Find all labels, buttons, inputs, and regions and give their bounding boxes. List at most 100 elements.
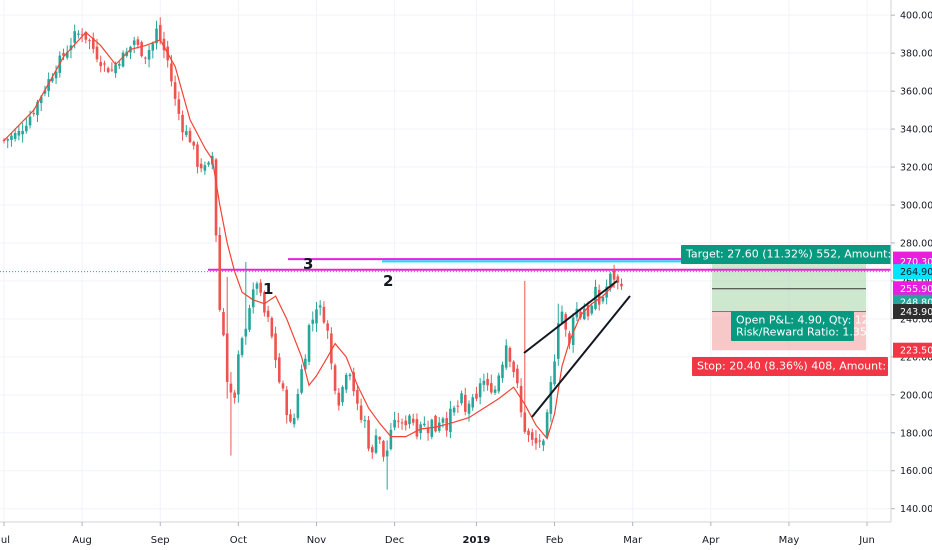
candle-body: [534, 437, 538, 444]
x-tick-label: Dec: [385, 535, 404, 546]
target-box-text: Target: 27.60 (11.32%) 552, Amount: 1331…: [685, 248, 932, 261]
candle-body: [266, 310, 270, 318]
candle-body: [590, 305, 594, 314]
x-tick-label: Oct: [230, 535, 247, 546]
price-label-text: 248.80: [900, 298, 932, 309]
candle-body: [69, 45, 73, 51]
candle-body: [315, 309, 318, 324]
candle-body: [237, 354, 240, 395]
candle-body: [341, 386, 344, 403]
candle-body: [423, 423, 426, 426]
candle-body: [144, 57, 147, 59]
price-label-text: 243.90: [900, 307, 932, 318]
candle-body: [337, 392, 341, 406]
candle-body: [359, 405, 363, 420]
moving-average: [3, 31, 615, 440]
candle-body: [240, 338, 244, 356]
candle-body: [6, 139, 10, 141]
level-label-1: 1: [263, 280, 273, 298]
candle-body: [88, 40, 91, 42]
candle-body: [181, 114, 184, 133]
candle-body: [516, 368, 519, 384]
candle-body: [463, 394, 467, 412]
candle-body: [36, 101, 39, 116]
candle-body: [32, 113, 36, 115]
candle-body: [99, 61, 103, 67]
candle-body: [441, 418, 445, 423]
y-tick-label: 340.00: [900, 125, 932, 136]
price-label-text: 264.90: [900, 267, 932, 278]
candle-body: [158, 24, 162, 41]
candle-body: [162, 38, 166, 51]
candle-body: [62, 52, 65, 56]
candle-body: [214, 159, 218, 236]
candle-body: [452, 407, 456, 413]
candle-body: [77, 33, 80, 35]
candlesticks: [2, 17, 623, 490]
candle-body: [378, 437, 382, 440]
candle-body: [490, 383, 493, 393]
level-label-3: 3: [303, 255, 313, 273]
candle-body: [80, 34, 84, 36]
candle-body: [385, 450, 389, 457]
y-tick-label: 360.00: [900, 87, 932, 98]
y-tick-label: 140.00: [900, 504, 932, 515]
candle-body: [415, 419, 419, 437]
candle-body: [426, 427, 430, 434]
candle-body: [103, 63, 106, 65]
x-tick-label: Sep: [151, 535, 170, 546]
candle-body: [47, 79, 50, 92]
stop-box-bg: [692, 357, 888, 376]
candle-body: [612, 270, 616, 280]
candle-body: [155, 28, 158, 44]
candle-body: [136, 39, 140, 45]
candle-body: [363, 420, 367, 422]
x-tick-label: Mar: [623, 535, 643, 546]
candle-body: [233, 392, 236, 398]
candle-body: [367, 420, 370, 449]
candle-body: [449, 408, 452, 433]
candle-body: [333, 365, 337, 391]
candle-body: [382, 441, 385, 457]
candle-body: [95, 46, 99, 60]
candle-body: [21, 130, 24, 135]
price-label: 264.90: [893, 264, 932, 280]
price-label-bg: [893, 342, 932, 358]
price-label: 223.50: [893, 342, 932, 358]
y-tick-label: 300.00: [900, 201, 932, 212]
price-label-text: 270.30: [900, 257, 932, 268]
y-tick-label: 400.00: [900, 11, 932, 22]
candle-body: [188, 130, 192, 142]
candle-body: [493, 389, 497, 393]
candle-body: [482, 380, 486, 385]
x-tick-label: 2019: [463, 535, 491, 546]
candle-body: [523, 412, 527, 432]
candle-body: [65, 52, 69, 58]
candle-body: [549, 382, 553, 414]
wedge-lower-line: [531, 295, 631, 418]
y-tick-label: 320.00: [900, 163, 932, 174]
candle-body: [225, 333, 229, 382]
candle-body: [285, 389, 289, 416]
candle-body: [244, 328, 248, 337]
candle-body: [467, 403, 471, 414]
level-label-2: 2: [383, 272, 393, 290]
wedge-upper-line: [523, 280, 618, 354]
candle-body: [118, 63, 121, 66]
candle-body: [397, 420, 400, 422]
candle-body: [356, 389, 359, 404]
candle-body: [10, 135, 13, 140]
candle-body: [408, 415, 411, 425]
candle-body: [199, 163, 203, 169]
candle-body: [106, 68, 110, 73]
candle-body: [560, 311, 564, 323]
stop-box: Stop: 20.40 (8.36%) 408, Amount: 755.2: [692, 357, 921, 376]
x-axis: JulAugSepOctNovDec2019FebMarAprMayJunJul: [0, 521, 891, 546]
candle-body: [84, 32, 88, 40]
price-label-bg: [893, 264, 932, 280]
x-tick-label: Nov: [307, 535, 327, 546]
candle-body: [177, 99, 181, 114]
candle-body: [322, 306, 326, 323]
candle-body: [274, 333, 277, 361]
